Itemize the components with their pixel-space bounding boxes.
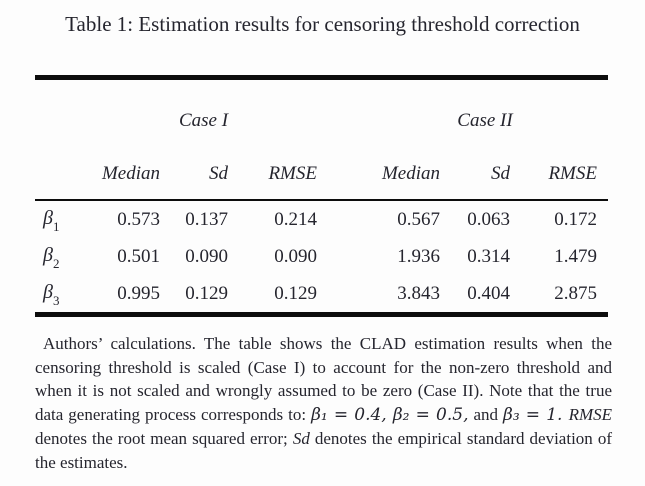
footnote-conjunction: and — [468, 404, 504, 424]
cell-case1-median: 0.501 — [117, 245, 160, 267]
row-label-beta2: β2 — [35, 243, 90, 271]
cell-case1-rmse: 0.090 — [274, 245, 317, 267]
table-row: β3 0.995 0.129 0.129 3.843 0.404 2.875 — [35, 275, 608, 312]
group-header-case1: Case I — [178, 110, 229, 131]
table-row: β1 0.573 0.137 0.214 0.567 0.063 0.172 — [35, 201, 608, 238]
cell-case2-median: 1.936 — [397, 245, 440, 267]
beta-subscript: 2 — [52, 255, 60, 271]
table-bottom-rule — [35, 312, 608, 317]
cell-case1-rmse: 0.129 — [274, 282, 317, 304]
cell-case1-median: 0.995 — [117, 282, 160, 304]
cell-case2-rmse: 1.479 — [554, 245, 597, 267]
cell-case2-sd: 0.063 — [467, 208, 510, 230]
col-header-case2-sd: Sd — [491, 163, 510, 184]
cell-case2-sd: 0.314 — [467, 245, 510, 267]
row-label-beta1: β1 — [35, 206, 90, 234]
group-header-case2: Case II — [457, 110, 513, 131]
footnote-text: Authors’ calculations. The table shows t… — [35, 334, 612, 424]
col-header-case1-sd: Sd — [209, 163, 228, 184]
footnote-rmse-term: RMSE — [568, 404, 612, 424]
column-header-row: Median Sd RMSE Median Sd RMSE — [35, 132, 608, 185]
col-header-case2-rmse: RMSE — [548, 163, 597, 184]
table-caption: Table 1: Estimation results for censorin… — [65, 12, 580, 36]
col-header-case1-rmse: RMSE — [268, 163, 317, 184]
beta-symbol: β — [43, 243, 53, 266]
cell-case1-rmse: 0.214 — [274, 208, 317, 230]
beta-subscript: 3 — [52, 292, 60, 308]
beta-subscript: 1 — [52, 218, 60, 234]
cell-case1-median: 0.573 — [117, 208, 160, 230]
results-table: Case I Case II Median Sd RMSE Median Sd … — [35, 75, 608, 317]
row-label-beta3: β3 — [35, 280, 90, 308]
table-row: β2 0.501 0.090 0.090 1.936 0.314 1.479 — [35, 238, 608, 275]
group-header-row: Case I Case II — [35, 80, 608, 132]
footnote-sd-term: Sd — [292, 429, 310, 448]
table-top-rule — [35, 75, 608, 80]
col-header-case1-median: Median — [101, 163, 160, 184]
beta-symbol: β — [43, 280, 53, 303]
cell-case2-sd: 0.404 — [467, 282, 510, 304]
footnote-rmse-definition: denotes the root mean squared error; — [35, 429, 293, 448]
footnote-sd-definition: denotes the empirical standard deviation… — [35, 429, 612, 472]
beta-symbol: β — [43, 206, 53, 229]
cell-case2-rmse: 0.172 — [554, 208, 597, 230]
cell-case2-rmse: 2.875 — [554, 282, 597, 304]
footnote-math-dgp-2: β₃ = 1. — [503, 404, 569, 425]
cell-case2-median: 0.567 — [397, 208, 440, 230]
cell-case1-sd: 0.129 — [185, 282, 228, 304]
col-header-case2-median: Median — [381, 163, 440, 184]
cell-case1-sd: 0.137 — [185, 208, 228, 230]
table-footnote: Authors’ calculations. The table shows t… — [35, 332, 612, 474]
cell-case1-sd: 0.090 — [185, 245, 228, 267]
footnote-math-dgp-1: β₁ = 0.4, β₂ = 0.5, — [311, 404, 469, 425]
table-mid-rule — [35, 199, 608, 201]
cell-case2-median: 3.843 — [397, 282, 440, 304]
